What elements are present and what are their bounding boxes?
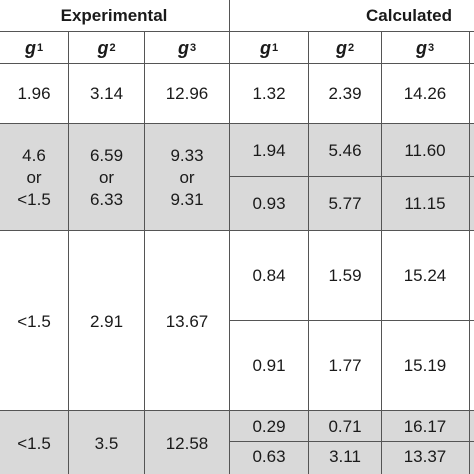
cell-r4a-calc-g1: 0.29 bbox=[252, 417, 286, 436]
cell-r4-exp-g2: 3.5 bbox=[94, 433, 119, 453]
cell-r4-exp-g3: 12.58 bbox=[165, 433, 209, 453]
cell-r1-exp-g1: 1.96 bbox=[17, 84, 51, 103]
cell-r2b-calc-g2: 5.77 bbox=[328, 194, 362, 213]
cell-r3a-calc-g3: 15.24 bbox=[403, 266, 447, 285]
cell-r1-calc-g3: 14.26 bbox=[403, 84, 447, 103]
cell-r2-exp-g3: 9.33 or 9.31 bbox=[170, 146, 204, 209]
rule-below-title bbox=[0, 31, 474, 32]
cell-r2a-calc-g1: 1.94 bbox=[252, 141, 286, 160]
row-band-2 bbox=[0, 124, 474, 230]
cell-r3-exp-g1: <1.5 bbox=[17, 312, 51, 331]
divider-calc-right bbox=[469, 31, 470, 474]
divider-exp-col1 bbox=[68, 31, 69, 474]
cell-r3a-calc-g1: 0.84 bbox=[252, 266, 286, 285]
cell-r3b-calc-g2: 1.77 bbox=[328, 356, 362, 375]
rule-below-row2 bbox=[0, 230, 474, 231]
rule-row4-split bbox=[230, 441, 474, 442]
cell-r1-calc-g1: 1.32 bbox=[252, 84, 286, 103]
cell-r4a-calc-g2: 0.71 bbox=[328, 417, 362, 436]
cell-r4a-calc-g3: 16.17 bbox=[403, 417, 447, 436]
cell-r1-calc-g2: 2.39 bbox=[328, 84, 362, 103]
cell-r2b-calc-g1: 0.93 bbox=[252, 194, 286, 213]
cell-r1-exp-g2: 3.14 bbox=[89, 84, 124, 103]
cell-r2-exp-g2: 6.59 or 6.33 bbox=[89, 146, 124, 209]
cell-r2-exp-g1: 4.6 or <1.5 bbox=[17, 146, 51, 209]
rule-below-row3 bbox=[0, 410, 474, 411]
cell-r4b-calc-g2: 3.11 bbox=[329, 447, 361, 466]
cell-r2a-calc-g3: 11.60 bbox=[404, 141, 446, 160]
cell-r3-exp-g3: 13.67 bbox=[165, 312, 209, 331]
cell-r4-exp-g1: <1.5 bbox=[17, 433, 51, 453]
divider-exp-col2 bbox=[144, 31, 145, 474]
cell-r4b-calc-g3: 13.37 bbox=[403, 447, 447, 466]
divider-calc-col2 bbox=[381, 31, 382, 474]
cell-r3a-calc-g2: 1.59 bbox=[328, 266, 362, 285]
rule-below-colheaders bbox=[0, 63, 474, 64]
row-band-4 bbox=[0, 411, 474, 474]
cell-r3-exp-g2: 2.91 bbox=[89, 312, 124, 331]
cell-r2a-calc-g2: 5.46 bbox=[328, 141, 362, 160]
cell-r1-exp-g3: 12.96 bbox=[165, 84, 209, 103]
divider-calc-col1 bbox=[308, 31, 309, 474]
divider-exp-calc bbox=[229, 0, 230, 474]
calculated-header: Calculated bbox=[366, 6, 452, 25]
cell-r3b-calc-g1: 0.91 bbox=[252, 356, 286, 375]
experimental-header: Experimental bbox=[60, 6, 168, 25]
cell-r3b-calc-g3: 15.19 bbox=[403, 356, 447, 375]
rule-row2-split bbox=[230, 176, 474, 177]
rule-row3-split bbox=[230, 320, 474, 321]
cell-r4b-calc-g1: 0.63 bbox=[252, 447, 286, 466]
cell-r2b-calc-g3: 11.15 bbox=[404, 194, 446, 213]
rule-below-row1 bbox=[0, 123, 474, 124]
